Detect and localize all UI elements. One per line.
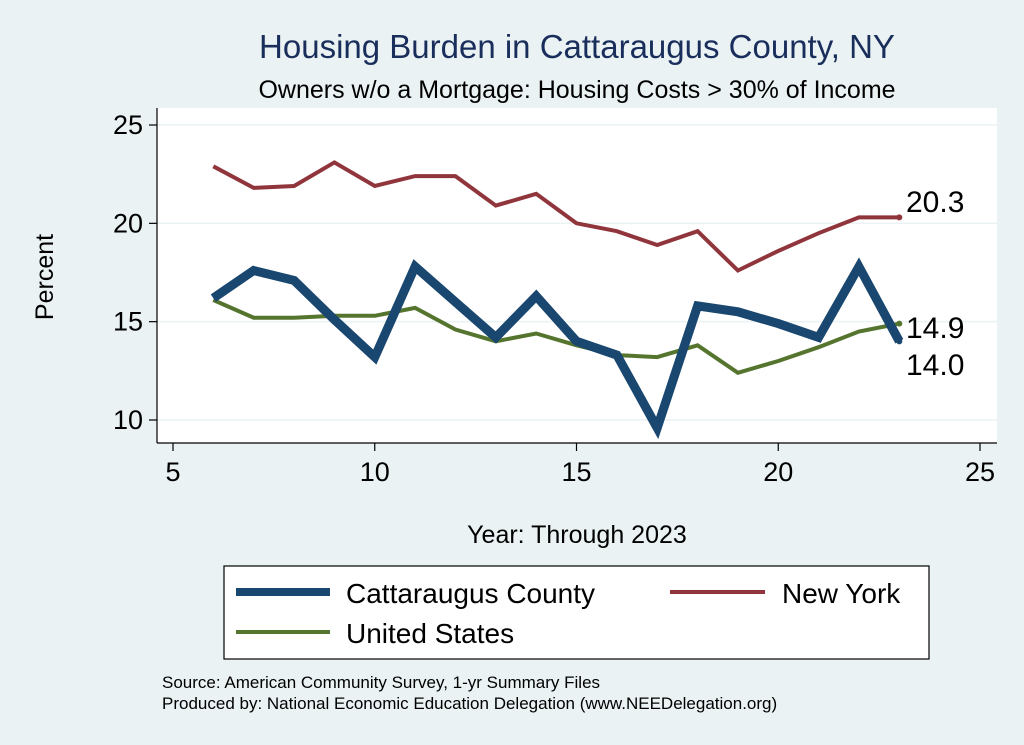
- legend-label-new-york: New York: [782, 578, 901, 609]
- x-tick-label: 20: [763, 457, 793, 487]
- producer-note: Produced by: National Economic Education…: [162, 694, 777, 713]
- x-tick-label: 10: [360, 457, 390, 487]
- chart-subtitle: Owners w/o a Mortgage: Housing Costs > 3…: [258, 76, 895, 104]
- y-tick-label: 20: [113, 208, 143, 238]
- series-layer: [210, 160, 904, 440]
- series-line-new-york: [212, 160, 900, 273]
- legend-label-united-states: United States: [346, 618, 514, 649]
- end-label-united-states: 14.9: [906, 312, 964, 345]
- x-tick-label: 15: [561, 457, 591, 487]
- series-end-point-cattaraugus-county: [896, 338, 903, 345]
- y-tick-label: 25: [113, 110, 143, 140]
- end-label-new-york: 20.3: [906, 186, 964, 219]
- legend-box: [223, 565, 930, 660]
- end-label-cattaraugus: 14.0: [906, 349, 964, 382]
- chart-title: Housing Burden in Cattaraugus County, NY: [259, 28, 895, 65]
- series-end-point-united-states: [896, 320, 903, 327]
- legend-label-cattaraugus: Cattaraugus County: [346, 578, 595, 609]
- x-tick-label: 25: [965, 457, 995, 487]
- axis-ticks: 10 15 20 25 5 10 15 20 25: [113, 110, 995, 487]
- y-axis-title: Percent: [31, 234, 59, 320]
- series-line-cattaraugus-county: [210, 257, 904, 440]
- x-axis-title: Year: Through 2023: [467, 521, 687, 549]
- source-note: Source: American Community Survey, 1-yr …: [162, 673, 600, 692]
- series-end-point-new-york: [896, 214, 903, 221]
- y-tick-label: 15: [113, 307, 143, 337]
- y-tick-label: 10: [113, 405, 143, 435]
- x-tick-label: 5: [165, 457, 180, 487]
- legend: Cattaraugus County New York United State…: [223, 565, 930, 660]
